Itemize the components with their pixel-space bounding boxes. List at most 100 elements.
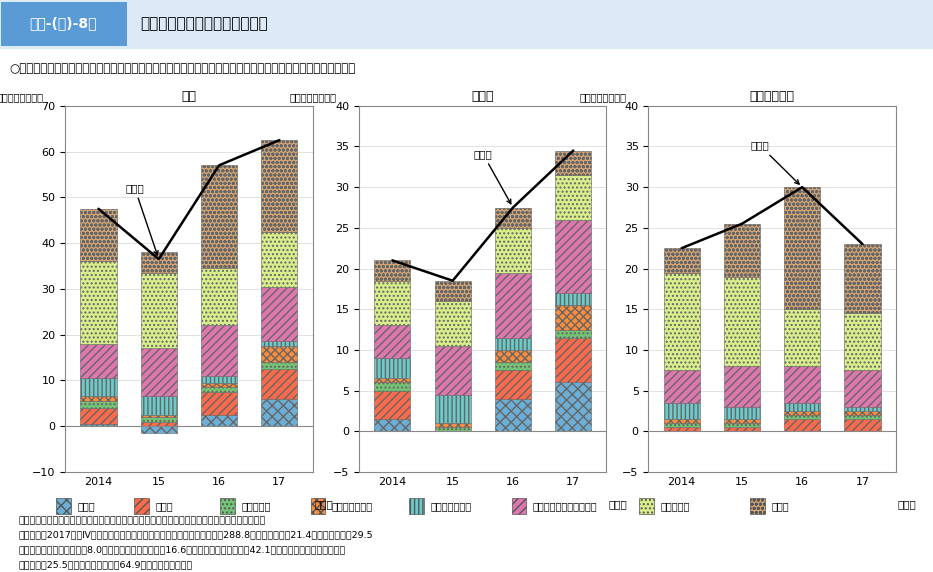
Text: （前年差・万人）: （前年差・万人）: [579, 92, 626, 102]
Text: 万人、情報通信業は8.0万人、運輸業，郵便業は16.6万人、卸売業，小売業は42.1万人、宿泊業，飲食サービス: 万人、情報通信業は8.0万人、運輸業，郵便業は16.6万人、卸売業，小売業は42…: [19, 546, 346, 555]
Bar: [784, 187, 820, 309]
Bar: [724, 277, 760, 366]
Bar: [724, 366, 760, 407]
Bar: [201, 268, 237, 325]
Bar: [261, 341, 298, 346]
Bar: [844, 415, 881, 419]
Text: （年）: （年）: [314, 499, 333, 509]
Bar: [511, 498, 526, 514]
Bar: [724, 427, 760, 431]
Bar: [201, 325, 237, 376]
Bar: [844, 244, 881, 313]
Bar: [261, 287, 298, 341]
Title: 正社員: 正社員: [471, 90, 494, 104]
Bar: [201, 415, 237, 426]
Bar: [494, 350, 531, 362]
Bar: [141, 273, 177, 348]
Text: 医療，福祉: 医療，福祉: [661, 500, 689, 511]
Bar: [80, 209, 117, 261]
Bar: [201, 376, 237, 383]
Bar: [220, 498, 235, 514]
Bar: [555, 337, 592, 383]
Bar: [784, 403, 820, 411]
Bar: [141, 426, 177, 433]
Bar: [141, 396, 177, 415]
Text: （年）: （年）: [608, 499, 627, 509]
Bar: [555, 383, 592, 431]
Text: 第１-(２)-8図: 第１-(２)-8図: [30, 17, 97, 30]
Bar: [435, 346, 471, 395]
Text: 運輸業，郵便業: 運輸業，郵便業: [332, 500, 373, 511]
Bar: [80, 401, 117, 408]
Bar: [724, 224, 760, 277]
Bar: [724, 419, 760, 423]
Bar: [663, 273, 700, 370]
Bar: [141, 415, 177, 417]
Bar: [261, 232, 298, 287]
Text: （注）　2017年第Ⅳ四半期時点の産業別新規求人数について、産業計は288.8万人、建設業は21.4万人、製造業は29.5: （注） 2017年第Ⅳ四半期時点の産業別新規求人数について、産業計は288.8万…: [19, 531, 373, 540]
Bar: [201, 392, 237, 415]
Bar: [555, 175, 592, 220]
Bar: [80, 396, 117, 401]
Bar: [435, 301, 471, 346]
Title: 全体: 全体: [181, 90, 197, 104]
Bar: [555, 293, 592, 305]
Text: 資料出所　厚生労働省「職業安定業務統計」をもとに厚生労働省労働政策担当参事官室にて作成: 資料出所 厚生労働省「職業安定業務統計」をもとに厚生労働省労働政策担当参事官室に…: [19, 516, 266, 525]
Text: 産業計: 産業計: [751, 141, 800, 184]
Bar: [784, 415, 820, 419]
Text: 情報通信業: 情報通信業: [242, 500, 271, 511]
Bar: [134, 498, 148, 514]
Bar: [261, 362, 298, 369]
Text: 産業計: 産業計: [125, 183, 158, 255]
Bar: [494, 362, 531, 370]
Bar: [494, 399, 531, 431]
Bar: [311, 498, 326, 514]
Bar: [844, 313, 881, 370]
Bar: [784, 309, 820, 366]
Bar: [261, 399, 298, 426]
Bar: [663, 419, 700, 423]
Bar: [141, 422, 177, 426]
Bar: [663, 423, 700, 427]
Bar: [261, 346, 298, 362]
Text: ○　正社員では、「製造業」「運輸業，郵便業」「建設業」において、新規求人数の増加幅が拡大している。: ○ 正社員では、「製造業」「運輸業，郵便業」「建設業」において、新規求人数の増加…: [9, 62, 355, 75]
Bar: [844, 411, 881, 415]
Text: （年）: （年）: [898, 499, 916, 509]
Text: 宿泊業，飲食サービス業: 宿泊業，飲食サービス業: [533, 500, 598, 511]
Bar: [374, 391, 411, 419]
Bar: [494, 273, 531, 337]
Bar: [555, 220, 592, 293]
Text: 産業計: 産業計: [473, 149, 511, 204]
Text: （前年差・万人）: （前年差・万人）: [290, 92, 337, 102]
Bar: [555, 305, 592, 329]
Bar: [201, 165, 237, 268]
Bar: [724, 423, 760, 427]
Bar: [494, 228, 531, 273]
Bar: [435, 427, 471, 431]
Text: 業は25.5万人、医療，福祉は64.9万人となっている。: 業は25.5万人、医療，福祉は64.9万人となっている。: [19, 561, 193, 570]
Bar: [494, 370, 531, 399]
Bar: [663, 248, 700, 273]
Bar: [639, 498, 654, 514]
Bar: [494, 208, 531, 228]
Text: 産業別にみた新規求人数の推移: 産業別にみた新規求人数の推移: [140, 16, 268, 31]
Title: パートタイム: パートタイム: [749, 90, 795, 104]
Bar: [1, 2, 127, 46]
Bar: [141, 252, 177, 273]
Bar: [555, 329, 592, 337]
Bar: [374, 378, 411, 383]
Bar: [663, 403, 700, 419]
Bar: [374, 419, 411, 431]
Bar: [663, 427, 700, 431]
Bar: [435, 423, 471, 427]
Bar: [750, 498, 764, 514]
Bar: [374, 260, 411, 281]
Bar: [435, 281, 471, 301]
Bar: [374, 325, 411, 358]
Bar: [201, 383, 237, 387]
Text: 卸売業，小売業: 卸売業，小売業: [430, 500, 471, 511]
Bar: [261, 369, 298, 399]
Bar: [784, 419, 820, 431]
Bar: [374, 383, 411, 391]
Bar: [374, 281, 411, 325]
